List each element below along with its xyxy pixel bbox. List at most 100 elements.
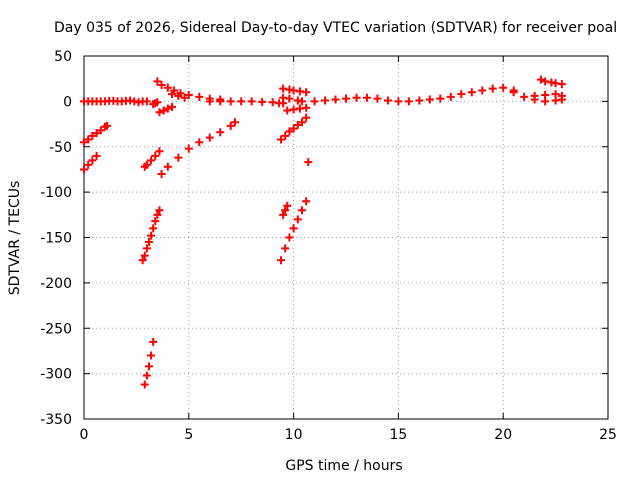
data-point	[352, 93, 361, 102]
data-point	[285, 233, 294, 242]
x-tick-label: 20	[494, 427, 512, 443]
data-point	[184, 91, 193, 100]
y-tick-label: -250	[40, 321, 72, 337]
data-point	[147, 156, 156, 165]
data-point	[478, 86, 487, 95]
y-tick-label: -200	[40, 276, 72, 292]
series-drop-9.5b	[279, 201, 292, 219]
data-point	[331, 95, 340, 104]
data-point	[184, 144, 193, 153]
data-point	[157, 169, 166, 178]
data-point	[247, 97, 256, 106]
data-point	[530, 91, 539, 100]
series-hump-4b	[168, 90, 189, 102]
data-point	[155, 108, 164, 117]
data-point	[163, 104, 172, 113]
data-point	[499, 83, 508, 92]
x-tick-label: 15	[389, 427, 407, 443]
data-point	[168, 102, 177, 111]
data-point	[488, 84, 497, 93]
data-point	[383, 96, 392, 105]
data-point	[279, 210, 288, 219]
data-point	[226, 121, 235, 130]
data-point	[149, 337, 158, 346]
data-point	[541, 91, 550, 100]
data-point	[520, 92, 529, 101]
data-point	[159, 106, 168, 115]
data-point	[103, 121, 112, 130]
data-point	[163, 162, 172, 171]
data-point	[557, 80, 566, 89]
series-drop-2.8	[138, 206, 164, 265]
data-point	[142, 244, 151, 253]
data-point	[155, 147, 164, 156]
y-tick-label: 50	[54, 49, 72, 65]
data-point	[297, 206, 306, 215]
series-drop-9.5	[277, 197, 311, 265]
data-point	[304, 158, 313, 167]
series-arc-c	[140, 147, 164, 171]
series-drop-low	[140, 337, 158, 389]
grid	[84, 56, 608, 419]
data-point	[302, 103, 311, 112]
data-point	[226, 97, 235, 106]
data-point	[415, 96, 424, 105]
y-tick-label: 0	[63, 94, 72, 110]
series-arc-b	[80, 151, 101, 174]
series-hump-9.5b	[279, 93, 306, 106]
data-point	[373, 94, 382, 103]
data-point	[285, 94, 294, 103]
data-point	[153, 210, 162, 219]
x-tick-label: 10	[285, 427, 303, 443]
data-point	[168, 90, 177, 99]
x-tick-label: 5	[184, 427, 193, 443]
data-point	[163, 83, 172, 92]
data-point	[237, 97, 246, 106]
y-tick-label: -300	[40, 367, 72, 383]
data-point	[277, 135, 286, 144]
data-point	[153, 77, 162, 86]
series-baseline-11-17	[310, 93, 445, 106]
data-point	[216, 128, 225, 137]
data-point	[281, 244, 290, 253]
data-point	[321, 96, 330, 105]
data-point	[84, 160, 93, 169]
data-point	[283, 201, 292, 210]
data-point	[195, 138, 204, 147]
data-point	[281, 206, 290, 215]
data-point	[277, 256, 286, 265]
data-point	[138, 256, 147, 265]
series-baseline-6-9.5	[205, 97, 288, 108]
data-point	[147, 351, 156, 360]
x-ticks: 0 5 10 15 20 25	[80, 56, 617, 443]
data-point	[153, 98, 162, 107]
data-point	[155, 206, 164, 215]
data-point	[230, 118, 239, 127]
data-point	[92, 129, 101, 138]
data-point	[258, 97, 267, 106]
series-baseline-0-3	[80, 96, 151, 107]
data-point	[142, 97, 151, 106]
data-point	[157, 81, 166, 90]
data-point	[281, 131, 290, 140]
data-point	[302, 88, 311, 97]
series-hump-21.8	[536, 75, 566, 89]
data-point	[289, 224, 298, 233]
data-point	[205, 133, 214, 142]
series-arc-f	[277, 113, 311, 144]
y-tick-label: -150	[40, 231, 72, 247]
series-arc-d	[157, 118, 239, 178]
y-ticks: 50 0 -50 -100 -150 -200 -250 -300 -350	[40, 49, 608, 428]
data-point	[142, 160, 151, 169]
data-point	[144, 362, 153, 371]
data-point	[302, 197, 311, 206]
data-point	[536, 75, 545, 84]
series-hump-9.5	[279, 84, 311, 97]
x-tick-label: 0	[80, 427, 89, 443]
series-arc-a	[80, 121, 112, 147]
x-axis-label: GPS time / hours	[285, 458, 402, 474]
data-points	[80, 75, 566, 389]
data-point	[88, 131, 97, 140]
data-point	[425, 95, 434, 104]
